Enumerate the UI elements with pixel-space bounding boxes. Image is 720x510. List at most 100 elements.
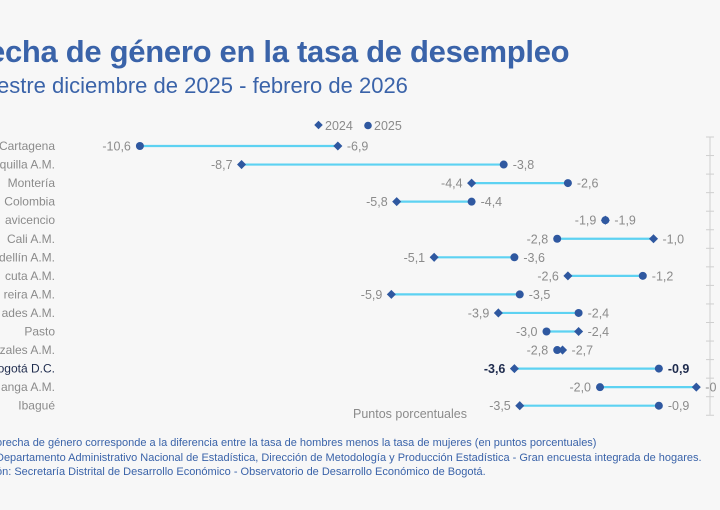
legend: 2024 2025 (314, 119, 402, 133)
chart-rows: Cartagena -10,6 -6,9 quilla A.M. -8,7 -3,8 Mon… (0, 139, 716, 413)
chart-row: zales A.M. -2,8 -2,7 (0, 343, 593, 358)
chart-row: anga A.M. -2,0 -0 (1, 380, 717, 395)
chart-row: Ibagué -3,5 -0,9 (18, 399, 689, 414)
legend-circle-icon (364, 121, 372, 130)
value-label-left: -3,6 (484, 362, 506, 376)
category-label: Colombia (4, 195, 55, 209)
chart-row: reira A.M. -5,9 -3,5 (4, 287, 551, 302)
value-label-left: -5,1 (404, 251, 426, 265)
marker-2025-circle (601, 216, 610, 225)
marker-2025-circle (574, 308, 583, 317)
value-label-left: -2,0 (569, 381, 591, 395)
chart-title: echa de género en la tasa de desempleo (0, 34, 570, 69)
value-label-right: -0,9 (668, 362, 690, 376)
legend-diamond-icon (314, 120, 323, 130)
value-label-left: -2,6 (537, 269, 559, 283)
marker-2024-diamond (691, 382, 701, 392)
chart-row: ogotá D.C. -3,6 -0,9 (0, 362, 689, 377)
footer-elaboration: ón: Secretaría Distrital de Desarrollo E… (0, 466, 486, 478)
category-label: quilla A.M. (0, 158, 55, 172)
marker-2025-circle (553, 346, 562, 355)
marker-2025-circle (542, 327, 551, 336)
marker-2024-diamond (386, 289, 396, 299)
value-axis (706, 136, 714, 416)
marker-2025-circle (596, 383, 604, 392)
value-label-right: -1,2 (652, 269, 674, 283)
value-label-left: -10,6 (102, 140, 131, 154)
category-label: anga A.M. (1, 380, 55, 394)
category-label: Cartagena (0, 139, 55, 153)
chart-row: Pasto -3,0 -2,4 (24, 325, 609, 340)
chart-row: cuta A.M. -2,6 -1,2 (5, 269, 673, 284)
value-label-right: -2,7 (572, 344, 594, 358)
value-label-right: -1,0 (663, 232, 685, 246)
value-label-left: -3,9 (468, 306, 490, 320)
legend-label-2025: 2025 (374, 119, 402, 133)
marker-2025-circle (515, 290, 524, 299)
value-label-left: -5,9 (361, 288, 383, 302)
category-label: Pasto (24, 325, 55, 339)
category-label: Montería (8, 176, 56, 190)
marker-2025-circle (467, 197, 476, 206)
value-label-left: -5,8 (366, 195, 388, 209)
chart-row: avicencio -1,9 -1,9 (5, 213, 636, 228)
x-axis-title: Puntos porcentuales (353, 407, 467, 421)
marker-2024-diamond (648, 234, 659, 244)
marker-2024-diamond (429, 252, 439, 262)
value-label-left: -1,9 (575, 214, 597, 228)
marker-2025-circle (654, 364, 663, 373)
value-label-right: -4,4 (481, 195, 503, 209)
chart-row: Montería -4,4 -2,6 (8, 176, 599, 191)
category-label: reira A.M. (4, 287, 55, 301)
value-label-right: -2,6 (577, 177, 599, 191)
marker-2024-diamond (392, 197, 402, 207)
value-label-left: -3,0 (516, 325, 538, 339)
marker-2025-circle (638, 271, 647, 280)
value-label-right: -0,9 (668, 399, 690, 413)
value-label-left: -2,8 (527, 232, 549, 246)
marker-2024-diamond (574, 326, 584, 337)
value-label-left: -8,7 (211, 158, 233, 172)
value-label-right: -3,8 (513, 158, 535, 172)
value-label-left: -4,4 (441, 177, 463, 191)
marker-2024-diamond (563, 271, 573, 281)
marker-2024-diamond (237, 160, 247, 170)
category-label: avicencio (5, 213, 55, 227)
marker-2025-circle (499, 160, 508, 169)
chart-row: ades A.M. -3,9 -2,4 (2, 306, 610, 321)
chart-row: dellín A.M. -5,1 -3,6 (0, 250, 545, 265)
value-label-left: -2,8 (527, 344, 549, 358)
chart-row: Cali A.M. -2,8 -1,0 (7, 232, 684, 247)
category-label: dellín A.M. (0, 250, 55, 264)
value-label-left: -3,5 (489, 399, 511, 413)
footer-note: orecha de género corresponde a la difere… (0, 437, 597, 449)
chart-subtitle: estre diciembre de 2025 - febrero de 202… (0, 73, 408, 98)
category-label: zales A.M. (0, 343, 55, 357)
marker-2024-diamond (515, 401, 525, 411)
value-label-right: -3,5 (529, 288, 551, 302)
marker-2025-circle (510, 253, 519, 262)
marker-2025-circle (553, 234, 562, 243)
marker-2025-circle (563, 179, 572, 188)
marker-2025-circle (135, 142, 144, 150)
chart-row: Cartagena -10,6 -6,9 (0, 139, 368, 154)
category-label: Ibagué (18, 399, 55, 413)
marker-2024-diamond (509, 364, 519, 374)
category-label: cuta A.M. (5, 269, 55, 283)
marker-2025-circle (654, 401, 663, 410)
footer-source: Departamento Administrativo Nacional de … (0, 451, 702, 464)
marker-2024-diamond (493, 308, 503, 318)
footer: orecha de género corresponde a la difere… (0, 436, 702, 480)
value-label-right: -2,4 (588, 325, 610, 339)
value-label-right: -3,6 (523, 251, 545, 265)
marker-2024-diamond (333, 141, 343, 151)
marker-2024-diamond (467, 178, 477, 188)
chart-row: Colombia -5,8 -4,4 (4, 195, 502, 210)
legend-label-2024: 2024 (325, 119, 353, 133)
category-label: Cali A.M. (7, 232, 55, 246)
chart-row: quilla A.M. -8,7 -3,8 (0, 158, 534, 173)
value-label-right: -6,9 (347, 140, 369, 154)
category-label: ades A.M. (2, 306, 55, 320)
category-label: ogotá D.C. (0, 362, 55, 376)
